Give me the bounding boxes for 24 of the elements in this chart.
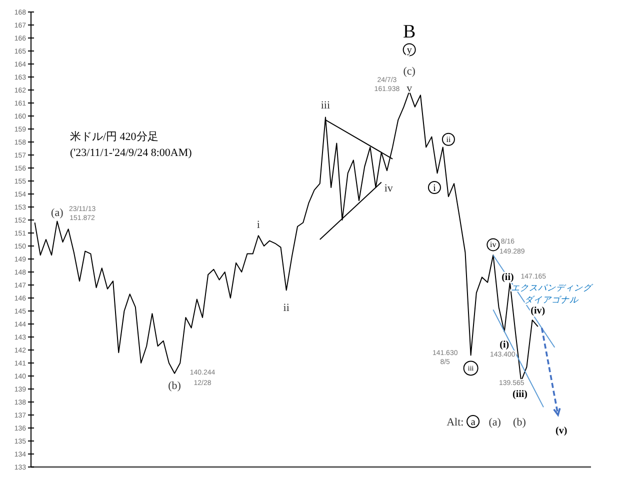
annotation: ii: [446, 134, 452, 144]
annotation: (a): [51, 207, 64, 220]
annotation: (v): [556, 425, 568, 436]
annotation: i: [433, 183, 436, 194]
annotation: v: [406, 82, 413, 94]
annotation: (iv): [530, 306, 546, 317]
annotation: (c): [403, 66, 416, 78]
annotation: iii: [320, 99, 330, 112]
annotation: ダイアゴナル: [524, 294, 580, 304]
annotation: (iii): [512, 388, 528, 400]
text: ('23/11/1-'24/9/24 8:00AM): [70, 147, 192, 159]
annotation: i: [256, 218, 260, 231]
annotation: ii: [283, 302, 290, 314]
annotation: (a): [488, 416, 502, 428]
annotation: a: [470, 417, 476, 428]
annotation: B: [402, 22, 416, 42]
annotation: (b): [168, 380, 182, 392]
annotation: iv: [490, 240, 496, 250]
annotation: iv: [384, 182, 394, 194]
annotation: (i): [500, 340, 510, 350]
annotation: (b): [513, 416, 526, 428]
annotation: y: [406, 45, 412, 56]
annotation: Alt:: [446, 416, 464, 428]
text: 米ドル/円 420分足: [70, 130, 158, 143]
